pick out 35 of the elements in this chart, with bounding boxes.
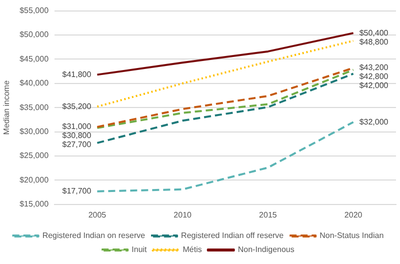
data-label: $41,800 (62, 70, 92, 79)
legend-label: Métis (182, 245, 202, 254)
legend-label: Registered Indian off reserve (181, 231, 284, 240)
x-tick-label: 2005 (88, 210, 107, 220)
y-tick-label: $25,000 (20, 151, 50, 160)
data-label: $43,200 (359, 63, 389, 72)
line-series (96, 72, 354, 144)
x-tick-label: 2020 (344, 210, 363, 220)
y-tick-label: $45,000 (20, 54, 50, 64)
line-series (96, 121, 354, 192)
y-tick-label: $40,000 (20, 78, 50, 88)
y-tick-label: $15,000 (20, 200, 50, 209)
y-tick-label: $55,000 (20, 6, 50, 16)
data-label: $48,800 (359, 37, 389, 46)
line-series (96, 40, 354, 108)
y-tick-label: $20,000 (20, 175, 50, 184)
data-label: $32,000 (359, 117, 389, 126)
y-tick-label: $35,000 (20, 102, 50, 112)
legend-label: Non-Status Indian (320, 231, 384, 240)
data-label: $27,700 (62, 140, 92, 150)
data-label: $42,000 (359, 81, 389, 90)
x-tick-label: 2010 (174, 210, 192, 220)
x-tick-label: 2015 (259, 210, 278, 220)
data-label: $42,800 (359, 72, 389, 82)
legend-label: Inuit (132, 245, 148, 254)
data-label: $50,400 (359, 28, 389, 38)
y-tick-label: $50,000 (20, 30, 50, 40)
data-label: $35,200 (62, 102, 92, 111)
y-axis-title: Median income (2, 80, 12, 135)
data-label: $17,700 (62, 186, 92, 196)
legend-label: Non-Indigenous (238, 245, 294, 254)
data-label: $31,000 (62, 122, 92, 132)
y-tick-label: $30,000 (20, 127, 50, 136)
data-label: $30,800 (62, 131, 92, 140)
legend-label: Registered Indian on reserve (42, 231, 146, 240)
